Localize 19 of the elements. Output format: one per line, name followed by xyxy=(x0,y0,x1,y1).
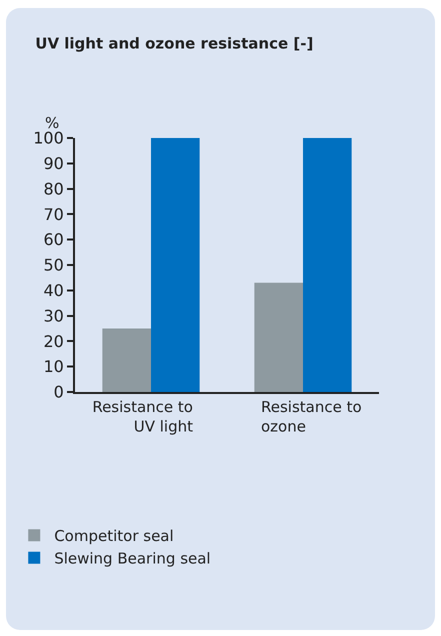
y-tick-label: 10 xyxy=(43,357,64,376)
y-tick-label: 40 xyxy=(43,281,64,300)
x-tick-label: Resistance to ozone xyxy=(261,398,362,436)
y-tick-label: 90 xyxy=(43,154,64,173)
y-tick-label: 50 xyxy=(43,256,64,275)
y-tick-label: 70 xyxy=(43,204,64,224)
x-tick-label: Resistance to UV light xyxy=(92,398,194,436)
bar xyxy=(102,328,151,392)
bar xyxy=(151,138,200,392)
y-tick-label: 30 xyxy=(43,306,64,326)
bar xyxy=(254,282,303,392)
chart-title: UV light and ozone resistance [-] xyxy=(35,34,314,53)
y-tick-label: 80 xyxy=(43,179,64,198)
legend-label: Competitor seal xyxy=(54,527,174,546)
bar xyxy=(303,138,352,392)
y-tick-label: 60 xyxy=(43,230,64,250)
y-tick-label: 0 xyxy=(54,382,64,402)
legend-label: Slewing Bearing seal xyxy=(54,550,211,568)
y-tick-label: 20 xyxy=(43,332,64,351)
